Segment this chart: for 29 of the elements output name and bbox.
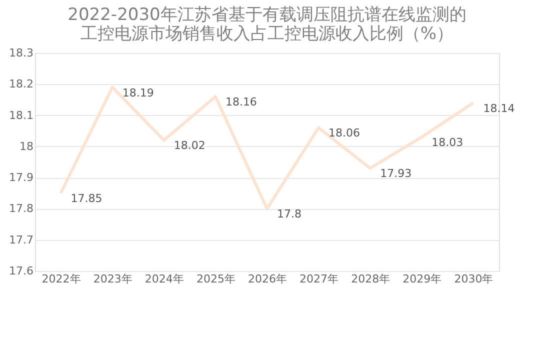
data-label: 17.85	[70, 192, 102, 206]
x-tick-label: 2027年	[300, 272, 339, 286]
x-tick-label: 2028年	[351, 272, 390, 286]
data-label: 18.03	[432, 136, 464, 150]
y-tick-label: 18.1	[9, 108, 34, 122]
x-tick-label: 2026年	[248, 272, 287, 286]
text: 工控电源市场销售收入占工控电源收入比例（%）	[80, 24, 454, 44]
y-tick-label: 17.7	[9, 233, 34, 246]
y-tick-label: 17.8	[9, 202, 34, 216]
y-tick-label: 18.2	[9, 78, 34, 91]
data-label: 17.8	[277, 208, 302, 221]
data-label: 18.16	[225, 96, 257, 109]
data-label: 18.14	[483, 102, 515, 115]
line-series	[59, 86, 475, 210]
x-tick-label: 2022年	[42, 272, 81, 286]
y-tick-label: 17.6	[9, 264, 34, 278]
y-tick-label: 17.9	[9, 171, 34, 184]
y-tick-label: 18	[20, 140, 34, 153]
x-tick-label: 2024年	[144, 272, 184, 286]
data-label: 18.06	[328, 126, 360, 140]
data-label: 17.93	[380, 167, 412, 180]
data-label: 18.02	[174, 139, 206, 152]
data-label: 18.19	[122, 86, 154, 100]
y-tick-label: 18.3	[9, 46, 34, 60]
x-tick-label: 2025年	[196, 272, 236, 286]
x-tick-label: 2023年	[93, 272, 132, 286]
x-tick-label: 2030年	[454, 272, 494, 286]
x-tick-label: 2029年	[402, 272, 442, 286]
text: 2022-2030年江苏省基于有载调压阻抗谱在线监测的	[68, 5, 466, 25]
